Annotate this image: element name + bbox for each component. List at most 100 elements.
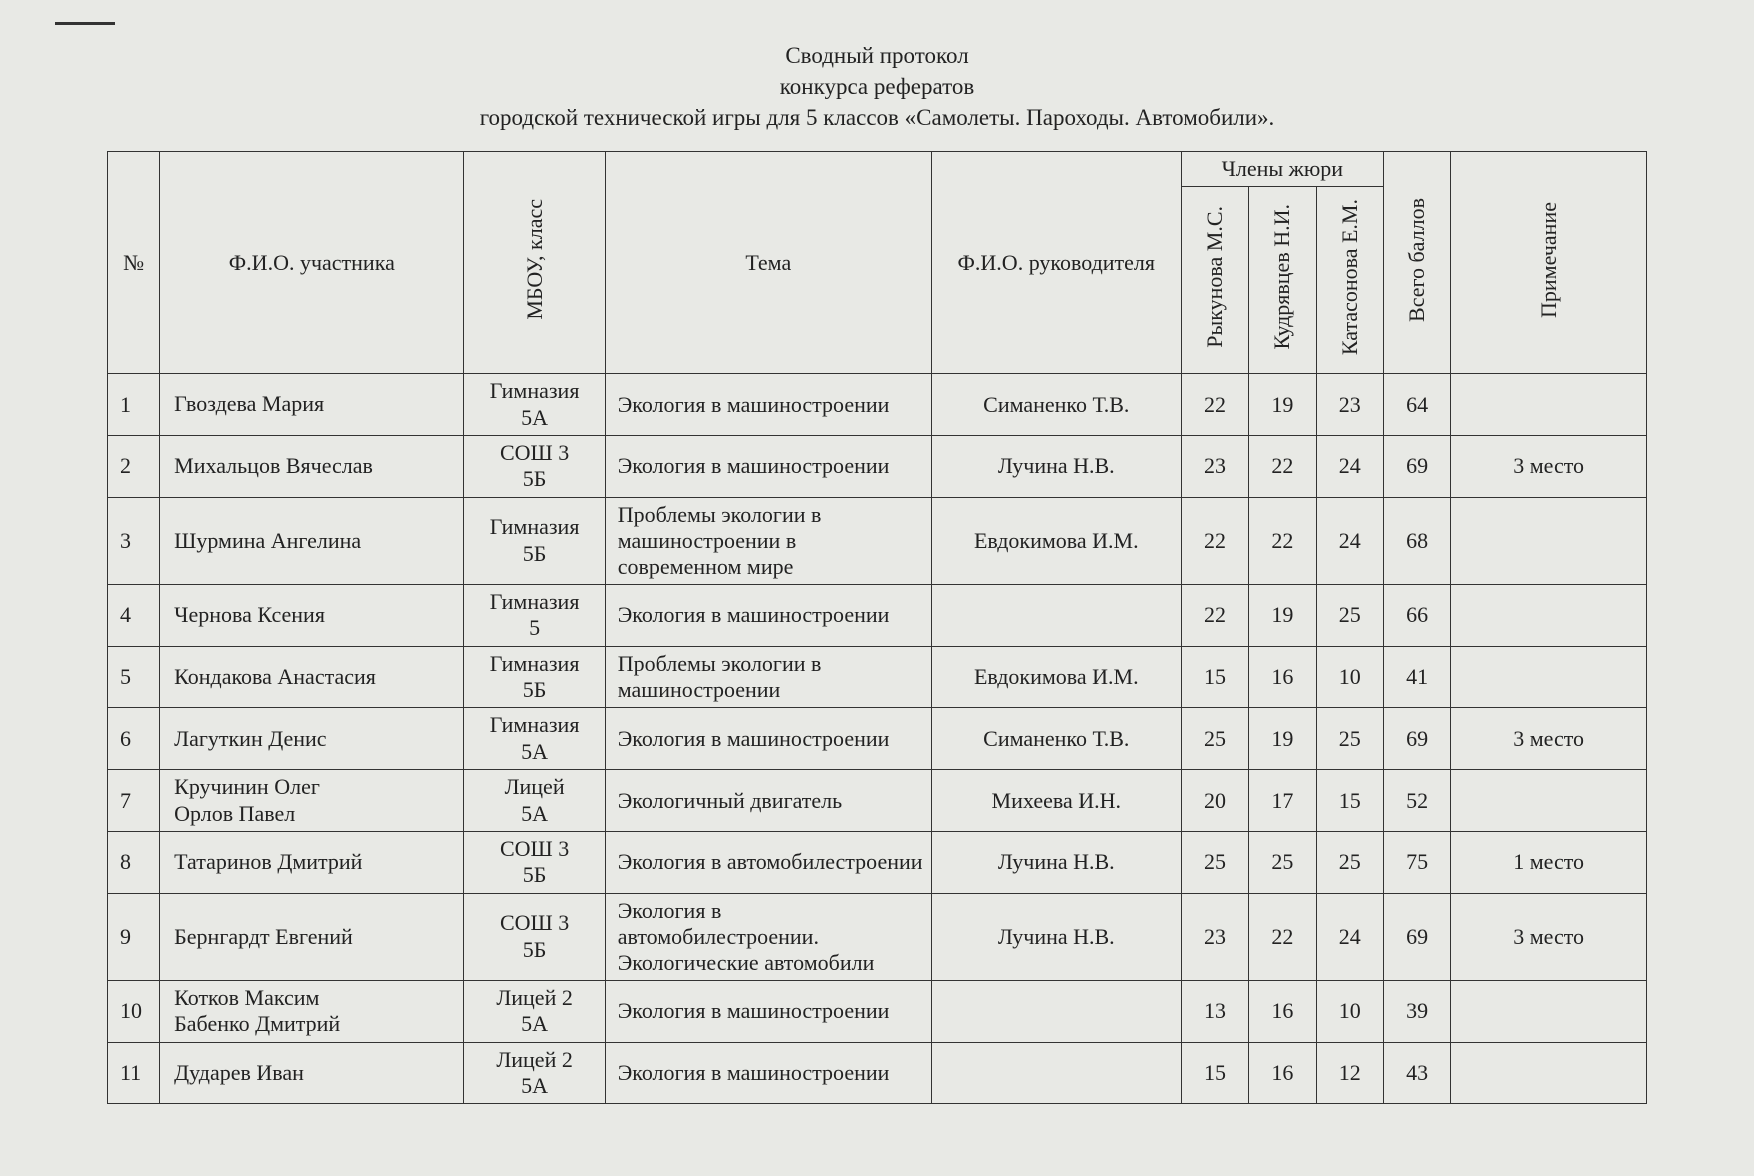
cell-topic: Проблемы экологии в машиностроении в сов… <box>605 497 931 584</box>
table-row: 2Михальцов ВячеславСОШ 35БЭкология в маш… <box>108 436 1647 498</box>
th-school-label: МБОУ, класс <box>522 191 548 328</box>
cell-supervisor <box>931 980 1181 1042</box>
cell-num: 9 <box>108 893 160 980</box>
cell-jury2: 25 <box>1249 831 1316 893</box>
th-total: Всего баллов <box>1383 152 1450 374</box>
cell-topic: Экология в машиностроении <box>605 374 931 436</box>
cell-jury1: 25 <box>1181 708 1248 770</box>
cell-total: 43 <box>1383 1042 1450 1104</box>
table-row: 7Кручинин ОлегОрлов ПавелЛицей5АЭкологич… <box>108 770 1647 832</box>
cell-note <box>1451 584 1647 646</box>
cell-total: 66 <box>1383 584 1450 646</box>
th-jury-group: Члены жюри <box>1181 152 1383 187</box>
cell-school: СОШ 35Б <box>464 893 605 980</box>
title-block: Сводный протокол конкурса рефератов горо… <box>100 40 1654 133</box>
cell-jury2: 22 <box>1249 497 1316 584</box>
scan-mark <box>55 22 115 25</box>
th-jury3-label: Катасонова Е.М. <box>1337 191 1363 363</box>
cell-school: СОШ 35Б <box>464 831 605 893</box>
cell-school: Гимназия5А <box>464 374 605 436</box>
cell-total: 64 <box>1383 374 1450 436</box>
cell-name: Михальцов Вячеслав <box>160 436 464 498</box>
title-line-2: конкурса рефератов <box>100 71 1654 102</box>
table-row: 6Лагуткин ДенисГимназия5АЭкология в маши… <box>108 708 1647 770</box>
cell-total: 69 <box>1383 708 1450 770</box>
cell-name: Татаринов Дмитрий <box>160 831 464 893</box>
cell-school: Гимназия5Б <box>464 646 605 708</box>
cell-jury3: 24 <box>1316 893 1383 980</box>
cell-name: Шурмина Ангелина <box>160 497 464 584</box>
table-row: 5Кондакова АнастасияГимназия5БПроблемы э… <box>108 646 1647 708</box>
cell-jury2: 16 <box>1249 980 1316 1042</box>
cell-jury2: 16 <box>1249 646 1316 708</box>
th-supervisor-label: Ф.И.О. руководителя <box>958 250 1155 275</box>
cell-jury3: 12 <box>1316 1042 1383 1104</box>
cell-num: 6 <box>108 708 160 770</box>
title-line-1: Сводный протокол <box>100 40 1654 71</box>
th-num-label: № <box>123 250 144 275</box>
cell-name: Гвоздева Мария <box>160 374 464 436</box>
cell-jury1: 23 <box>1181 436 1248 498</box>
cell-num: 8 <box>108 831 160 893</box>
cell-jury2: 17 <box>1249 770 1316 832</box>
table-row: 1Гвоздева МарияГимназия5АЭкология в маши… <box>108 374 1647 436</box>
cell-jury1: 22 <box>1181 497 1248 584</box>
cell-jury3: 10 <box>1316 646 1383 708</box>
cell-note: 3 место <box>1451 893 1647 980</box>
cell-num: 1 <box>108 374 160 436</box>
th-participant-label: Ф.И.О. участника <box>229 250 395 275</box>
cell-name: Лагуткин Денис <box>160 708 464 770</box>
cell-topic: Экология в автомобилестроении. Экологиче… <box>605 893 931 980</box>
cell-total: 69 <box>1383 893 1450 980</box>
th-jury-group-label: Члены жюри <box>1222 156 1344 181</box>
cell-note <box>1451 497 1647 584</box>
th-participant: Ф.И.О. участника <box>160 152 464 374</box>
table-head: № Ф.И.О. участника МБОУ, класс Тема Ф.И.… <box>108 152 1647 374</box>
cell-note <box>1451 770 1647 832</box>
cell-jury2: 22 <box>1249 436 1316 498</box>
cell-name: Бернгардт Евгений <box>160 893 464 980</box>
cell-note <box>1451 1042 1647 1104</box>
cell-total: 41 <box>1383 646 1450 708</box>
th-num: № <box>108 152 160 374</box>
cell-total: 39 <box>1383 980 1450 1042</box>
cell-name: Чернова Ксения <box>160 584 464 646</box>
cell-school: Лицей 25А <box>464 1042 605 1104</box>
cell-school: Гимназия5Б <box>464 497 605 584</box>
title-line-3: городской технической игры для 5 классов… <box>100 102 1654 133</box>
cell-jury1: 23 <box>1181 893 1248 980</box>
cell-school: Гимназия5А <box>464 708 605 770</box>
cell-total: 52 <box>1383 770 1450 832</box>
cell-supervisor: Симаненко Т.В. <box>931 708 1181 770</box>
cell-jury1: 13 <box>1181 980 1248 1042</box>
cell-jury2: 19 <box>1249 584 1316 646</box>
cell-school: Лицей5А <box>464 770 605 832</box>
cell-num: 3 <box>108 497 160 584</box>
th-jury1: Рыкунова М.С. <box>1181 187 1248 374</box>
cell-num: 4 <box>108 584 160 646</box>
table-row: 9Бернгардт ЕвгенийСОШ 35БЭкология в авто… <box>108 893 1647 980</box>
cell-supervisor <box>931 1042 1181 1104</box>
cell-jury1: 22 <box>1181 584 1248 646</box>
cell-name: Кондакова Анастасия <box>160 646 464 708</box>
cell-name: Кручинин ОлегОрлов Павел <box>160 770 464 832</box>
cell-supervisor: Евдокимова И.М. <box>931 497 1181 584</box>
cell-num: 10 <box>108 980 160 1042</box>
cell-school: Гимназия5 <box>464 584 605 646</box>
page: Сводный протокол конкурса рефератов горо… <box>0 0 1754 1176</box>
table-row: 4Чернова КсенияГимназия5Экология в машин… <box>108 584 1647 646</box>
cell-school: СОШ 35Б <box>464 436 605 498</box>
th-topic: Тема <box>605 152 931 374</box>
cell-jury3: 10 <box>1316 980 1383 1042</box>
cell-jury3: 25 <box>1316 831 1383 893</box>
cell-jury2: 22 <box>1249 893 1316 980</box>
cell-total: 69 <box>1383 436 1450 498</box>
cell-supervisor: Лучина Н.В. <box>931 893 1181 980</box>
cell-total: 68 <box>1383 497 1450 584</box>
cell-num: 5 <box>108 646 160 708</box>
cell-topic: Экологичный двигатель <box>605 770 931 832</box>
cell-topic: Экология в машиностроении <box>605 708 931 770</box>
cell-topic: Экология в машиностроении <box>605 1042 931 1104</box>
cell-jury1: 22 <box>1181 374 1248 436</box>
cell-note: 1 место <box>1451 831 1647 893</box>
